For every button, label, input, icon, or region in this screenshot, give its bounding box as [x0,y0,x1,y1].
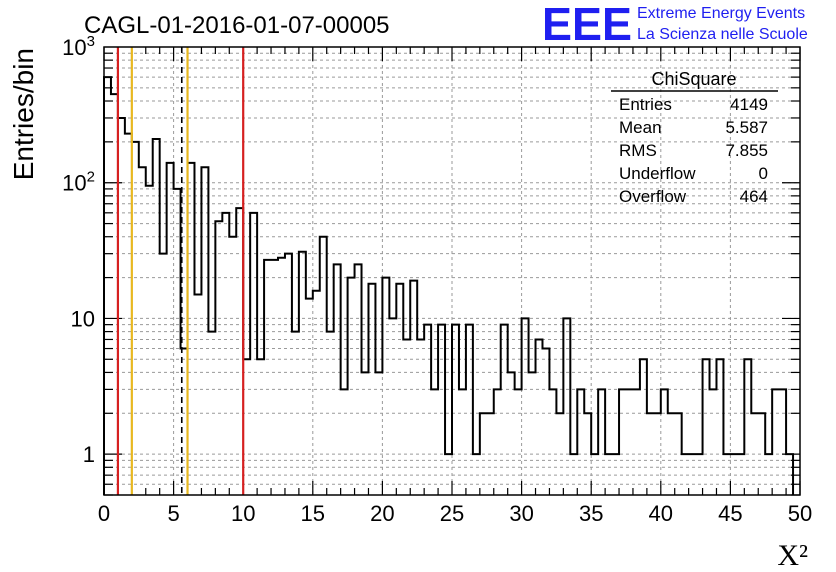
x-tick-label: 35 [579,501,603,526]
stats-row-label: Overflow [619,187,687,206]
stats-title: ChiSquare [651,69,736,89]
plot-frame [103,46,801,496]
stats-row-value: 4149 [730,95,768,114]
x-tick-label: 25 [440,501,464,526]
stats-row-value: 0 [759,164,768,183]
y-axis-label: Entries/bin [8,48,39,180]
x-tick-label: 5 [167,501,179,526]
stats-rows: Entries 4149 Mean 5.587 RMS 7.855 Underflow 0 Ov… [619,95,768,206]
eee-logo: EEE Extreme Energy Events La Scienza nel… [542,0,808,50]
stats-row-label: Entries [619,95,672,114]
x-tick-label: 45 [718,501,742,526]
x-tick-label: 20 [370,501,394,526]
stats-row-value: 5.587 [725,118,768,137]
stats-row-value: 7.855 [725,141,768,160]
x-tick-label: 10 [231,501,255,526]
y-tick-label: 10 [71,306,95,331]
chart-title: CAGL-01-2016-01-07-00005 [84,12,390,39]
y-tick-label: 103 [62,33,95,60]
y-axis-ticks: 1 10 102 103 [62,33,95,467]
x-axis-ticks: 0 5 10 15 20 25 30 35 40 45 50 [98,501,812,526]
stats-row-label: Underflow [619,164,696,183]
x-tick-label: 30 [509,501,533,526]
minor-ticks [103,47,801,496]
logo-mark: EEE [542,0,632,50]
reference-lines [116,47,245,495]
x-axis-label: X² [777,539,808,572]
histogram-series [103,76,795,495]
x-tick-label: 15 [301,501,325,526]
stats-row-value: 464 [740,187,768,206]
y-tick-label: 102 [62,169,95,196]
x-tick-label: 50 [788,501,812,526]
logo-line-2: La Scienza nelle Scuole [637,26,808,43]
stats-box: ChiSquare Entries 4149 Mean 5.587 RMS 7.855 Un… [611,69,778,206]
logo-line-1: Extreme Energy Events [637,5,805,22]
x-tick-label: 0 [98,501,110,526]
y-tick-label: 1 [83,442,95,467]
stats-row-label: Mean [619,118,662,137]
x-tick-label: 40 [649,501,673,526]
stats-row-label: RMS [619,141,657,160]
